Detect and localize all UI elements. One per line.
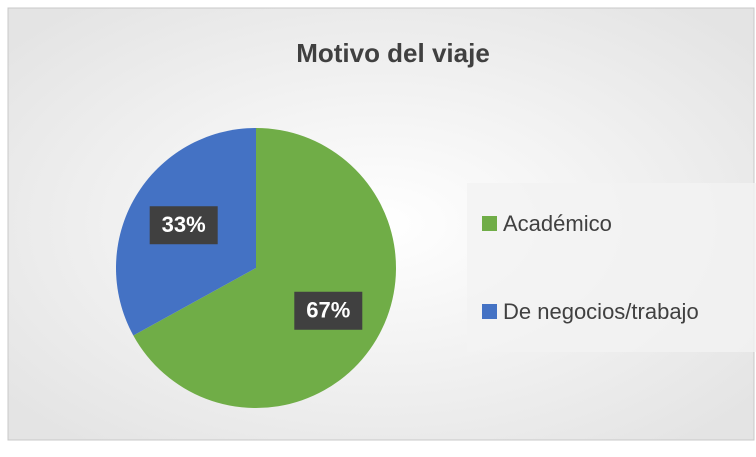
chart-title: Motivo del viaje <box>296 38 490 68</box>
legend-label: Académico <box>503 211 612 236</box>
legend-label: De negocios/trabajo <box>503 299 699 324</box>
data-label: 33% <box>162 212 206 237</box>
legend-swatch <box>482 304 497 319</box>
data-label: 67% <box>306 298 350 323</box>
legend-swatch <box>482 216 497 231</box>
data-label-box <box>149 206 218 245</box>
data-label-box <box>294 291 363 330</box>
legend-box <box>467 183 756 352</box>
pie-slice <box>133 128 396 409</box>
